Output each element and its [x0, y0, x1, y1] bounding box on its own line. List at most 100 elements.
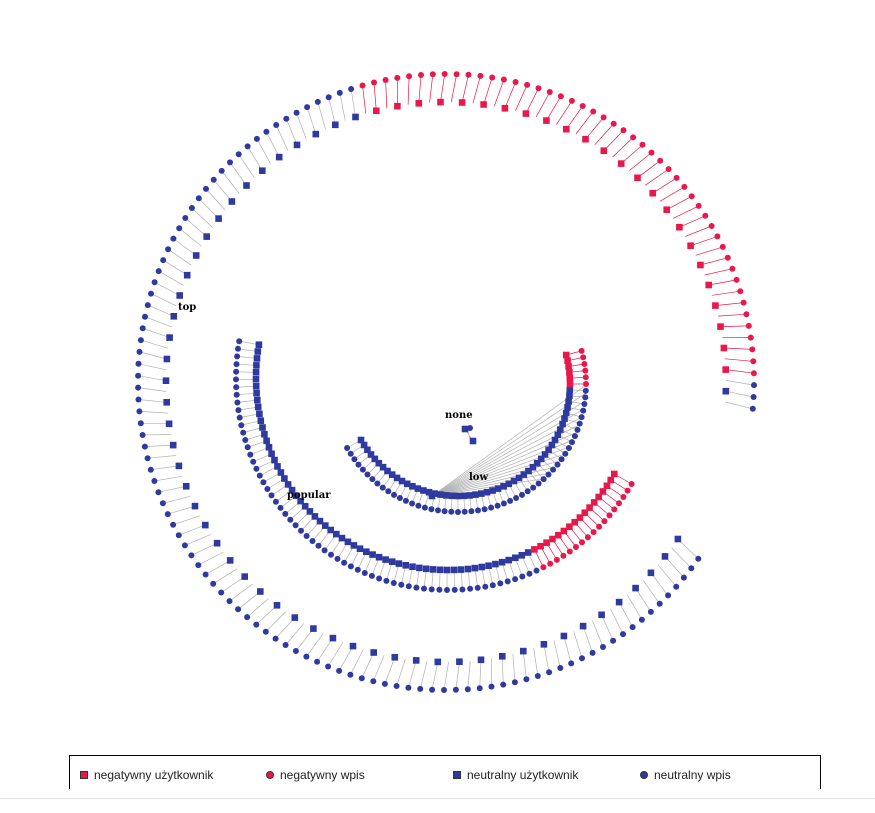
- post-node: [233, 368, 240, 375]
- user-node: [471, 564, 479, 572]
- edge: [635, 587, 652, 613]
- post-node: [244, 143, 251, 150]
- user-node: [531, 546, 538, 553]
- user-node: [253, 355, 261, 362]
- user-node: [259, 424, 266, 431]
- user-node: [395, 560, 403, 567]
- post-node: [421, 504, 428, 511]
- user-node: [271, 456, 278, 464]
- user-node: [505, 480, 513, 488]
- user-node: [712, 302, 719, 309]
- edge: [158, 270, 184, 286]
- user-node: [505, 556, 512, 564]
- user-node: [384, 467, 391, 475]
- post-node: [441, 508, 448, 515]
- post-node: [272, 635, 279, 642]
- post-node: [610, 120, 617, 127]
- post-node: [459, 586, 466, 593]
- user-node: [581, 509, 589, 516]
- post-node: [719, 243, 726, 250]
- post-node: [453, 71, 460, 78]
- user-node: [338, 534, 346, 542]
- post-node: [680, 574, 687, 581]
- user-node: [398, 477, 406, 485]
- user-node: [257, 417, 265, 424]
- post-node: [488, 504, 495, 511]
- user-node: [163, 355, 171, 363]
- edge: [191, 207, 213, 228]
- edge: [450, 74, 457, 103]
- edge: [522, 651, 527, 680]
- user-node: [352, 113, 359, 121]
- edge: [256, 605, 278, 625]
- post-node: [482, 583, 489, 590]
- post-node: [578, 347, 585, 354]
- edge: [147, 455, 176, 459]
- user-node: [437, 491, 444, 498]
- post-node: [465, 71, 472, 78]
- user-node: [273, 602, 281, 609]
- edge: [275, 617, 296, 639]
- post-node: [545, 471, 552, 478]
- post-node: [571, 433, 578, 440]
- edge: [362, 85, 367, 114]
- post-node: [210, 580, 217, 587]
- user-node: [288, 486, 296, 494]
- post-node: [137, 337, 144, 344]
- post-node: [144, 302, 151, 309]
- edge: [601, 614, 614, 641]
- group-label-none: none: [445, 410, 473, 421]
- edge: [158, 485, 187, 493]
- edge: [147, 304, 174, 317]
- user-node: [564, 357, 571, 364]
- post-node: [624, 487, 631, 494]
- user-node: [720, 344, 728, 352]
- user-node: [175, 462, 183, 470]
- edge: [162, 495, 191, 504]
- user-node: [253, 362, 260, 369]
- post-node: [165, 246, 172, 253]
- edge: [504, 81, 516, 109]
- user-node: [416, 564, 423, 572]
- edge: [385, 79, 388, 109]
- post-node: [743, 311, 750, 318]
- edge: [708, 279, 737, 286]
- user-node: [548, 441, 556, 449]
- edge: [704, 268, 733, 276]
- post-node: [253, 135, 260, 142]
- edge: [328, 97, 336, 125]
- post-node: [142, 313, 148, 320]
- user-node: [562, 409, 570, 417]
- post-node: [390, 580, 397, 586]
- edge: [512, 653, 516, 683]
- post-node: [336, 667, 343, 674]
- post-node: [341, 559, 348, 566]
- post-node: [314, 98, 321, 105]
- user-node: [579, 622, 587, 630]
- user-node: [322, 522, 329, 529]
- user-node: [480, 101, 487, 108]
- edge: [154, 281, 180, 296]
- post-node: [218, 167, 225, 174]
- user-node: [563, 125, 570, 133]
- post-node: [354, 566, 361, 573]
- user-node: [607, 476, 614, 484]
- user-node: [183, 271, 191, 279]
- post-node: [364, 471, 371, 478]
- post-node: [238, 422, 245, 429]
- user-node: [170, 313, 178, 320]
- post-node: [244, 614, 251, 621]
- edge: [673, 205, 699, 219]
- edge: [236, 392, 257, 396]
- edge: [712, 290, 741, 296]
- edge: [144, 316, 172, 328]
- post-node: [369, 476, 376, 483]
- post-node: [467, 585, 474, 592]
- user-node: [697, 261, 704, 269]
- user-node: [259, 167, 266, 174]
- post-node: [175, 532, 182, 539]
- edge: [594, 123, 614, 146]
- edge: [237, 356, 258, 359]
- post-node: [136, 348, 143, 355]
